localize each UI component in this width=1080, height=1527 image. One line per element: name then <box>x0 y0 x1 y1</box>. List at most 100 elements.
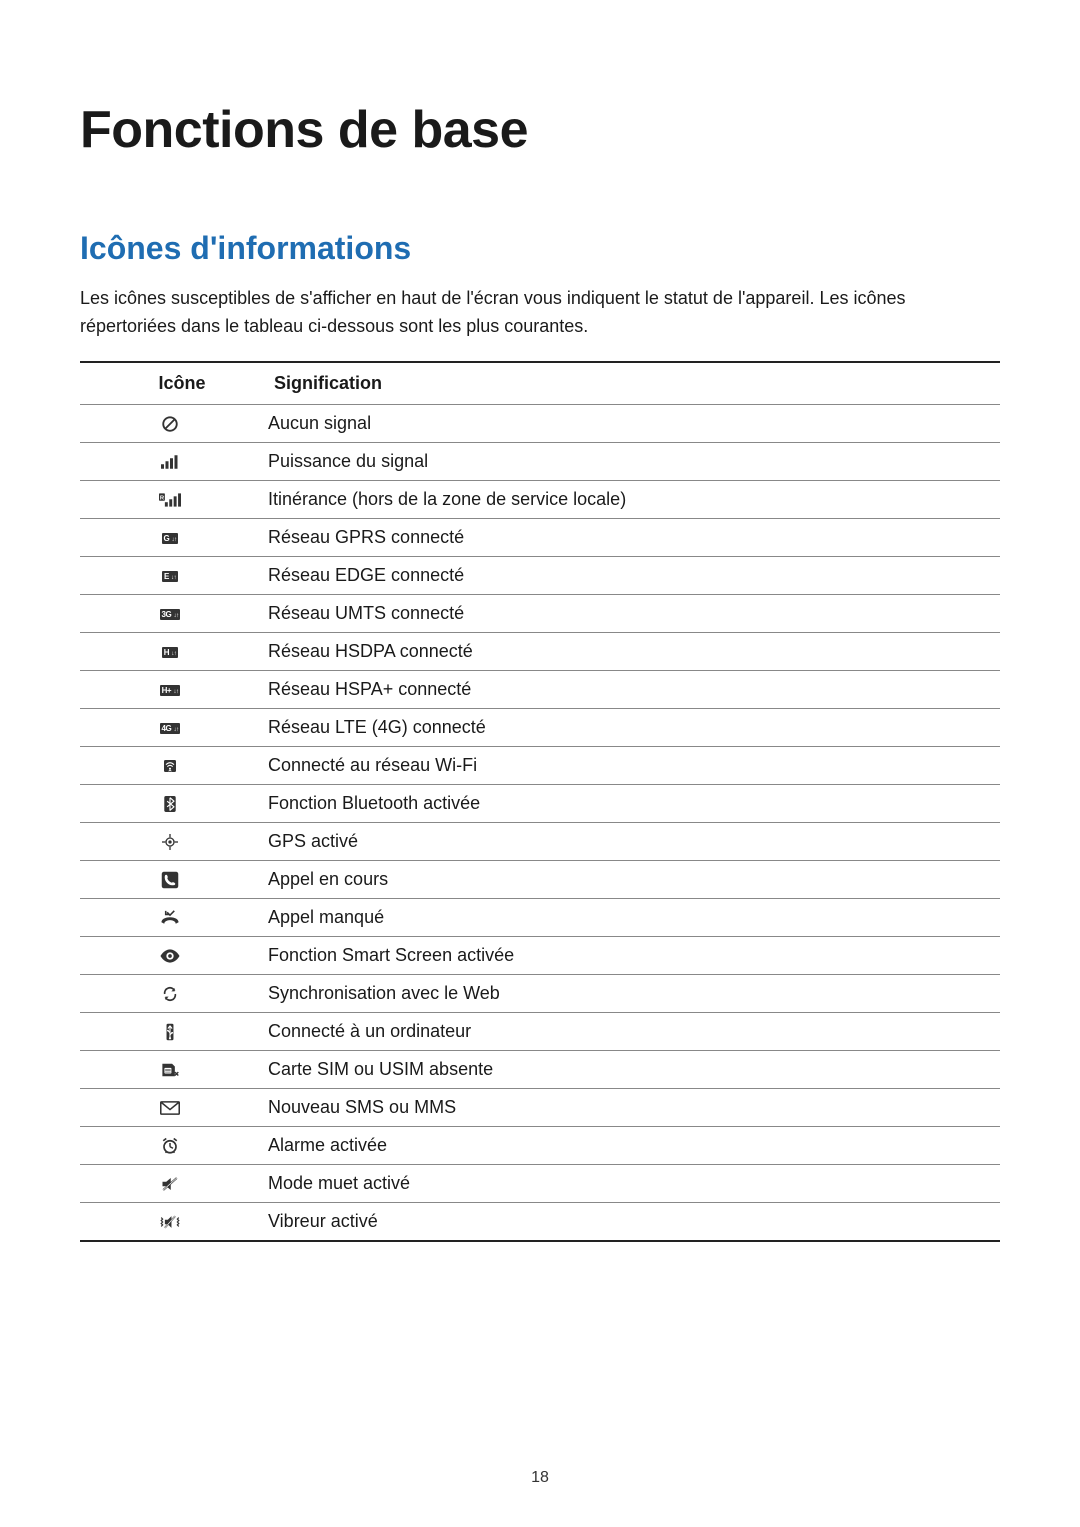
icon-cell: 3G ↓↑ <box>80 594 260 632</box>
vibrate-icon <box>159 1214 181 1230</box>
badge-bottom: ↓↑ <box>171 575 176 581</box>
column-header-icon: Icône <box>80 362 260 405</box>
table-header-row: Icône Signification <box>80 362 1000 405</box>
icon-cell: H ↓↑ <box>80 632 260 670</box>
document-page: Fonctions de base Icônes d'informations … <box>0 0 1080 1527</box>
lte-icon: 4G ↓↑ <box>160 723 181 734</box>
badge-bottom: ↓↑ <box>173 689 178 695</box>
icon-cell: H+ ↓↑ <box>80 670 260 708</box>
meaning-cell: Connecté à un ordinateur <box>260 1012 1000 1050</box>
badge-bottom: ↓↑ <box>173 613 178 619</box>
no-signal-icon <box>161 415 179 433</box>
table-row: GPS activé <box>80 822 1000 860</box>
new-message-icon <box>160 1101 180 1115</box>
icon-cell: E ↓↑ <box>80 556 260 594</box>
meaning-cell: Aucun signal <box>260 404 1000 442</box>
table-row: Appel manqué <box>80 898 1000 936</box>
icon-cell <box>80 936 260 974</box>
table-row: Puissance du signal <box>80 442 1000 480</box>
badge-top: 4G <box>162 724 172 733</box>
hspa-plus-icon: H+ ↓↑ <box>160 685 181 696</box>
alarm-icon <box>161 1137 179 1155</box>
icon-cell <box>80 1088 260 1126</box>
icon-cell: 4G ↓↑ <box>80 708 260 746</box>
meaning-cell: Nouveau SMS ou MMS <box>260 1088 1000 1126</box>
edge-icon: E ↓↑ <box>162 571 178 582</box>
meaning-cell: Connecté au réseau Wi-Fi <box>260 746 1000 784</box>
icon-cell <box>80 1012 260 1050</box>
badge-top: G <box>164 534 170 543</box>
meaning-cell: Fonction Smart Screen activée <box>260 936 1000 974</box>
roaming-icon: R <box>159 493 181 507</box>
icon-cell <box>80 974 260 1012</box>
icon-cell <box>80 442 260 480</box>
table-row: 4G ↓↑ Réseau LTE (4G) connecté <box>80 708 1000 746</box>
icons-table: Icône Signification Aucun signal <box>80 361 1000 1242</box>
table-row: Vibreur activé <box>80 1202 1000 1241</box>
page-title: Fonctions de base <box>80 100 1000 160</box>
icon-cell <box>80 1164 260 1202</box>
icon-cell <box>80 404 260 442</box>
table-row: Mode muet activé <box>80 1164 1000 1202</box>
badge-bottom: ↓↑ <box>171 651 176 657</box>
icons-table-body: Aucun signal Puissance du signal <box>80 404 1000 1241</box>
icon-cell <box>80 898 260 936</box>
meaning-cell: Réseau HSPA+ connecté <box>260 670 1000 708</box>
meaning-cell: Réseau LTE (4G) connecté <box>260 708 1000 746</box>
icon-cell: R <box>80 480 260 518</box>
meaning-cell: Synchronisation avec le Web <box>260 974 1000 1012</box>
icon-cell <box>80 1050 260 1088</box>
badge-top: H <box>164 648 169 657</box>
gps-icon <box>162 834 178 850</box>
meaning-cell: Appel manqué <box>260 898 1000 936</box>
icon-cell <box>80 784 260 822</box>
table-row: Alarme activée <box>80 1126 1000 1164</box>
table-row: H+ ↓↑ Réseau HSPA+ connecté <box>80 670 1000 708</box>
call-in-progress-icon <box>161 871 179 889</box>
badge-bottom: ↓↑ <box>173 727 178 733</box>
meaning-cell: Fonction Bluetooth activée <box>260 784 1000 822</box>
badge-top: H+ <box>162 686 171 695</box>
meaning-cell: GPS activé <box>260 822 1000 860</box>
missed-call-icon <box>160 910 180 926</box>
umts-icon: 3G ↓↑ <box>160 609 181 620</box>
meaning-cell: Réseau UMTS connecté <box>260 594 1000 632</box>
no-sim-icon <box>161 1062 179 1078</box>
table-row: Connecté au réseau Wi-Fi <box>80 746 1000 784</box>
meaning-cell: Alarme activée <box>260 1126 1000 1164</box>
table-row: 3G ↓↑ Réseau UMTS connecté <box>80 594 1000 632</box>
badge-bottom: ↓↑ <box>171 537 176 543</box>
meaning-cell: Réseau EDGE connecté <box>260 556 1000 594</box>
icon-cell <box>80 822 260 860</box>
icon-cell <box>80 746 260 784</box>
meaning-cell: Carte SIM ou USIM absente <box>260 1050 1000 1088</box>
gprs-icon: G ↓↑ <box>162 533 179 544</box>
table-row: Synchronisation avec le Web <box>80 974 1000 1012</box>
sync-icon <box>162 986 178 1002</box>
badge-top: E <box>164 572 169 581</box>
page-number: 18 <box>0 1469 1080 1487</box>
meaning-cell: Itinérance (hors de la zone de service l… <box>260 480 1000 518</box>
table-row: Nouveau SMS ou MMS <box>80 1088 1000 1126</box>
signal-strength-icon <box>161 455 179 469</box>
meaning-cell: Réseau HSDPA connecté <box>260 632 1000 670</box>
meaning-cell: Vibreur activé <box>260 1202 1000 1241</box>
table-row: Appel en cours <box>80 860 1000 898</box>
icon-cell: G ↓↑ <box>80 518 260 556</box>
table-row: E ↓↑ Réseau EDGE connecté <box>80 556 1000 594</box>
smart-screen-icon <box>159 949 181 963</box>
meaning-cell: Réseau GPRS connecté <box>260 518 1000 556</box>
column-header-meaning: Signification <box>260 362 1000 405</box>
table-row: Carte SIM ou USIM absente <box>80 1050 1000 1088</box>
table-row: Fonction Smart Screen activée <box>80 936 1000 974</box>
table-row: G ↓↑ Réseau GPRS connecté <box>80 518 1000 556</box>
meaning-cell: Mode muet activé <box>260 1164 1000 1202</box>
wifi-icon <box>162 758 178 774</box>
table-row: Connecté à un ordinateur <box>80 1012 1000 1050</box>
usb-connected-icon <box>164 1023 176 1041</box>
icon-cell <box>80 1202 260 1241</box>
bluetooth-icon <box>163 796 177 812</box>
icon-cell <box>80 1126 260 1164</box>
badge-top: 3G <box>162 610 172 619</box>
table-row: Aucun signal <box>80 404 1000 442</box>
